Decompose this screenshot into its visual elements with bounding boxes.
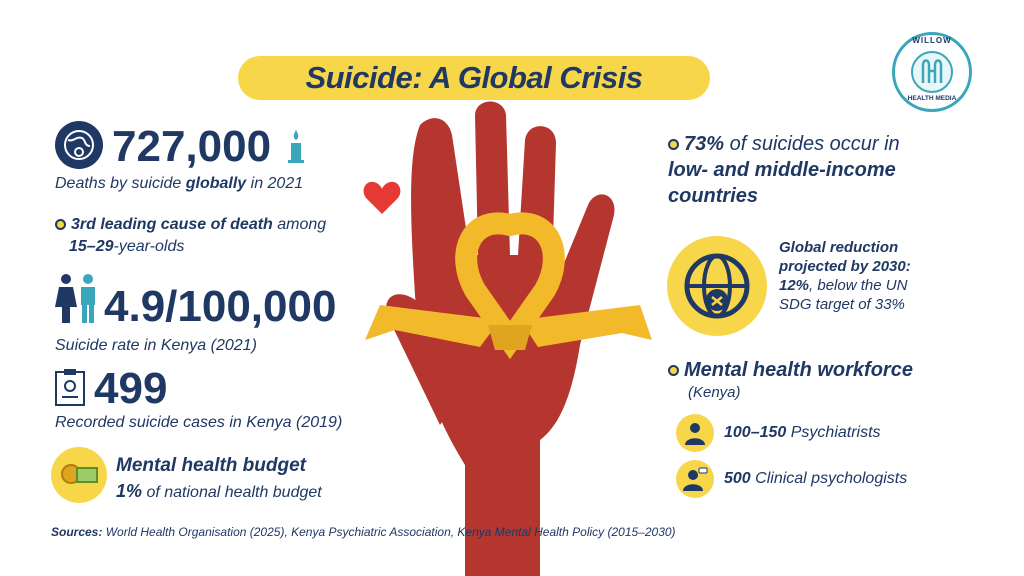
cases-value: 499 — [94, 364, 168, 413]
logo-emblem-icon — [911, 51, 953, 93]
page-title: Suicide: A Global Crisis — [305, 60, 643, 95]
clin-post: Clinical psychologists — [750, 470, 908, 487]
psychologists-stat: 500 Clinical psychologists — [724, 470, 907, 488]
rank-post: among — [272, 216, 327, 233]
rate-label: Suicide rate in Kenya (2021) — [55, 337, 257, 354]
candle-icon — [288, 130, 304, 163]
coins-icon — [51, 447, 107, 503]
workforce-title: Mental health workforce — [668, 359, 913, 382]
bullet-icon — [668, 139, 679, 151]
budget-label: 1% of national health budget — [116, 481, 322, 502]
budget-bold: 1% — [116, 481, 143, 501]
lmic-stat: 73% of suicides occur in low- and middle… — [668, 131, 900, 209]
reduction-line2: projected by 2030: — [779, 258, 911, 275]
deaths-label-pre: Deaths by suicide — [55, 175, 186, 192]
globe-ribbon-icon — [55, 121, 103, 169]
sources-label: Sources: — [51, 525, 103, 539]
rank-age-post: -year-olds — [113, 238, 185, 255]
bullet-icon — [55, 219, 66, 231]
lmic-line3: countries — [668, 185, 759, 207]
budget-post: of national health budget — [142, 484, 322, 501]
lmic-line2: low- and middle-income — [668, 159, 896, 181]
psychiatrists-stat: 100–150 Psychiatrists — [724, 424, 881, 442]
logo-bottom-text: HEALTH MEDIA — [907, 95, 957, 102]
reduction-bold: 12% — [779, 277, 810, 294]
reduction-line3: , below the UN — [809, 277, 908, 294]
cases-label: Recorded suicide cases in Kenya (2019) — [55, 414, 343, 431]
sources-text: World Health Organisation (2025), Kenya … — [102, 525, 676, 539]
clin-bold: 500 — [724, 470, 751, 487]
logo: WILLOW HEALTH MEDIA — [892, 32, 972, 112]
lmic-bold: 73% — [684, 133, 725, 155]
budget-title: Mental health budget — [116, 455, 306, 476]
deaths-label-bold: globally — [185, 175, 247, 192]
logo-top-text: WILLOW — [912, 36, 952, 45]
deaths-label-post: in 2021 — [246, 175, 304, 192]
deaths-value: 727,000 — [112, 122, 272, 171]
reduction-stat: Global reduction projected by 2030: 12%,… — [779, 238, 911, 314]
psych-bold: 100–150 — [724, 424, 787, 441]
rank-age-bold: 15–29 — [69, 238, 114, 255]
sources-line: Sources: World Health Organisation (2025… — [51, 525, 676, 539]
globe-icon — [667, 236, 767, 336]
rate-value: 4.9/100,000 — [104, 282, 337, 331]
clipboard-icon — [55, 369, 85, 406]
bullet-icon — [668, 365, 679, 377]
psych-post: Psychiatrists — [786, 424, 881, 441]
title-banner: Suicide: A Global Crisis — [238, 56, 710, 100]
rank-bold: 3rd leading cause of death — [71, 216, 273, 233]
heart-icon — [363, 181, 401, 214]
lmic-line1: of suicides occur in — [724, 133, 900, 155]
psychologist-icon — [676, 460, 714, 498]
doctor-icon — [676, 414, 714, 452]
reduction-line4: SDG target of 33% — [779, 296, 905, 313]
rank-stat: 3rd leading cause of death among 15–29-y… — [55, 214, 326, 258]
people-icon — [55, 274, 95, 323]
workforce-title-text: Mental health workforce — [684, 359, 913, 381]
hand-ribbon-illustration — [365, 101, 652, 576]
workforce-sub: (Kenya) — [688, 384, 741, 401]
deaths-label: Deaths by suicide globally in 2021 — [55, 175, 303, 193]
reduction-line1: Global reduction — [779, 239, 899, 256]
